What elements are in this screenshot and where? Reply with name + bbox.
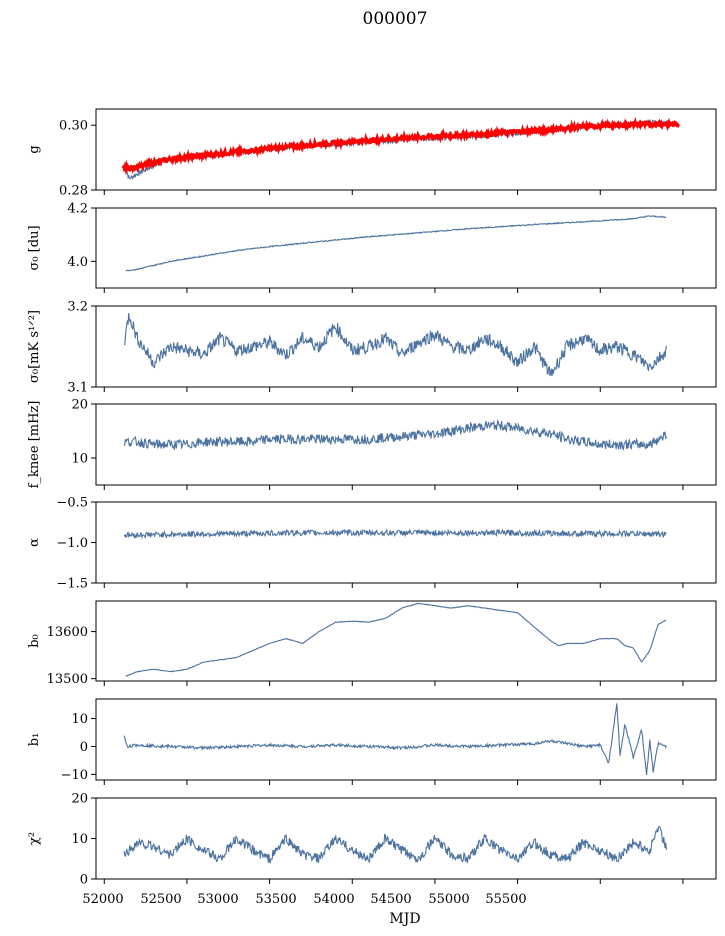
panel-2: 3.1 3.2 σ₀[mK s¹ᐟ²]	[27, 300, 717, 396]
x-tick-label: 55000	[428, 892, 469, 907]
axes-frame	[95, 698, 717, 781]
y-axis-label: χ²	[27, 832, 42, 845]
x-tick-label: 54000	[313, 892, 354, 907]
series-line	[125, 215, 667, 272]
y-tick-label: −10	[61, 768, 88, 783]
y-tick-label: 4.0	[67, 255, 88, 270]
axes-frame	[95, 207, 717, 289]
axes-frame	[95, 797, 717, 880]
y-tick-label: 0.28	[59, 184, 88, 199]
axes-frame	[95, 305, 717, 388]
panels: 0.28 0.30 g 4.0 4.2 σ₀ [du] 3.1 3.2 σ₀[mK s¹ᐟ²] 1…	[27, 108, 717, 888]
y-tick-label: 3.1	[67, 381, 88, 396]
panel-0: 0.28 0.30 g	[27, 108, 717, 199]
panel-5: 13500 13600 b₀	[27, 600, 717, 687]
series-line	[123, 528, 667, 540]
panel-1: 4.0 4.2 σ₀ [du]	[27, 202, 717, 293]
panel-4: −1.5 −1.0 −0.5 α	[27, 496, 717, 592]
x-tick-label: 55500	[485, 892, 526, 907]
y-axis-label: b₁	[27, 733, 42, 747]
y-tick-label: 10	[71, 452, 88, 467]
y-tick-label: 10	[71, 832, 88, 847]
y-tick-label: −0.5	[56, 496, 88, 511]
y-tick-label: 13600	[47, 625, 88, 640]
x-tick-label: 53000	[197, 892, 238, 907]
x-tick-label: 54500	[370, 892, 411, 907]
y-axis-label: b₀	[27, 634, 42, 648]
y-tick-label: 3.2	[67, 300, 88, 315]
series-line	[125, 602, 667, 677]
overlay-series-line	[121, 116, 680, 176]
y-axis-label: σ₀[mK s¹ᐟ²]	[27, 310, 42, 383]
series-line	[123, 703, 667, 776]
y-tick-label: 4.2	[67, 202, 88, 217]
y-tick-label: 13500	[47, 672, 88, 687]
panel-3: 10 20 f_knee [mHz]	[27, 398, 717, 490]
y-tick-label: 0	[80, 873, 88, 888]
series-line	[124, 313, 667, 377]
y-tick-label: 20	[71, 398, 88, 413]
y-axis-label: g	[27, 145, 42, 153]
y-tick-label: 0.30	[59, 119, 88, 134]
series-line	[123, 419, 667, 451]
axes-frame	[95, 108, 717, 191]
panel-7: 0 10 20 χ²	[27, 792, 717, 888]
x-tick-label: 52500	[140, 892, 181, 907]
y-tick-label: 10	[71, 712, 88, 727]
axes-frame	[95, 403, 717, 486]
figure-title: 000007	[363, 9, 428, 29]
y-tick-label: −1.0	[56, 536, 88, 551]
y-tick-label: 20	[71, 792, 88, 807]
y-tick-label: 0	[80, 740, 88, 755]
x-tick-label: 52000	[82, 892, 123, 907]
y-axis-label: σ₀ [du]	[27, 225, 42, 270]
y-tick-label: −1.5	[56, 577, 88, 592]
panel-6: −10 0 10 b₁	[27, 698, 717, 785]
axes-frame	[95, 501, 717, 584]
y-axis-label: α	[27, 538, 42, 547]
x-tick-label: 53500	[255, 892, 296, 907]
y-axis-label: f_knee [mHz]	[27, 401, 42, 489]
x-tick-labels: 52000 52500 53000 53500 54000 54500 5500…	[82, 892, 526, 907]
x-axis-label: MJD	[389, 911, 420, 927]
axes-frame	[95, 600, 717, 682]
series-line	[123, 825, 667, 865]
